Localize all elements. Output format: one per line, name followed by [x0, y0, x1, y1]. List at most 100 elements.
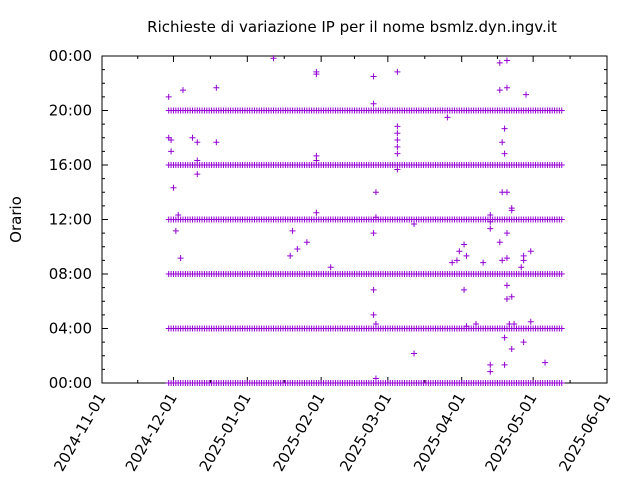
data-point — [175, 211, 182, 218]
x-ticks: 2024-11-01 2024-12-01 2025-01-01 2025-02-01… — [50, 56, 614, 475]
y-tick-label: 08:00 — [49, 265, 92, 283]
data-point — [394, 137, 401, 144]
y-tick-label: 12:00 — [49, 211, 92, 229]
data-point — [461, 286, 468, 293]
data-point — [487, 225, 494, 232]
data-points — [165, 55, 565, 386]
data-point — [499, 139, 506, 146]
x-tick-label: 2025-06-01 — [555, 390, 614, 475]
data-point — [444, 114, 451, 121]
data-point — [501, 361, 508, 368]
data-point — [213, 84, 220, 91]
data-point — [508, 293, 515, 300]
data-point — [270, 55, 277, 62]
data-point — [411, 350, 418, 357]
data-point — [542, 359, 549, 366]
data-point — [487, 211, 494, 218]
data-point — [487, 368, 494, 375]
data-point — [194, 171, 201, 178]
data-point — [480, 259, 487, 266]
data-point — [503, 57, 510, 64]
data-point — [463, 323, 470, 330]
data-point — [496, 87, 503, 94]
data-point — [394, 68, 401, 75]
y-ticks: 00:00 04:00 08:00 12:00 16:00 20:00 00:00 — [49, 47, 607, 392]
data-point — [372, 375, 379, 382]
data-point — [449, 259, 456, 266]
data-point — [501, 334, 508, 341]
data-point — [527, 248, 534, 255]
data-point — [287, 252, 294, 259]
data-point — [394, 166, 401, 173]
data-point — [558, 325, 565, 332]
data-point — [289, 227, 296, 234]
data-point — [370, 100, 377, 107]
data-point — [453, 257, 460, 264]
chart-title: Richieste di variazione IP per il nome b… — [147, 18, 557, 36]
data-point — [411, 221, 418, 228]
data-point — [487, 361, 494, 368]
data-point — [503, 295, 510, 302]
data-point — [487, 218, 494, 225]
data-point — [179, 87, 186, 94]
data-point — [394, 143, 401, 150]
y-tick-label: 16:00 — [49, 156, 92, 174]
data-point — [370, 286, 377, 293]
data-point — [520, 339, 527, 346]
x-tick-label: 2025-03-01 — [336, 390, 395, 475]
data-point — [177, 255, 184, 262]
data-point — [518, 264, 525, 271]
data-point — [520, 252, 527, 259]
data-point — [496, 239, 503, 246]
data-point — [558, 162, 565, 168]
y-tick-label: 04:00 — [49, 320, 92, 338]
data-point — [558, 107, 565, 114]
data-point — [503, 282, 510, 289]
data-point — [472, 320, 479, 327]
data-point — [370, 230, 377, 237]
data-point — [496, 59, 503, 66]
data-point — [501, 150, 508, 157]
data-point — [508, 345, 515, 352]
data-point — [370, 73, 377, 80]
data-point — [372, 189, 379, 196]
data-point — [394, 130, 401, 137]
y-tick-label: 00:00 — [49, 374, 92, 392]
data-point — [189, 134, 196, 141]
data-point — [313, 157, 320, 164]
data-point — [172, 227, 179, 234]
x-tick-label: 2024-12-01 — [122, 390, 181, 475]
x-tick-label: 2025-02-01 — [269, 390, 328, 475]
data-point — [294, 246, 301, 253]
data-point — [511, 320, 518, 327]
x-tick-label: 2024-11-01 — [50, 390, 109, 475]
data-point — [394, 123, 401, 130]
data-point — [370, 311, 377, 318]
data-point — [523, 91, 530, 98]
data-point — [558, 216, 565, 223]
data-point — [558, 271, 565, 277]
data-point — [394, 150, 401, 157]
data-point — [168, 148, 175, 155]
data-point — [463, 252, 470, 259]
data-point — [558, 380, 565, 386]
y-axis-label: Orario — [7, 196, 25, 243]
data-point — [168, 137, 175, 144]
data-point — [327, 264, 334, 271]
data-point — [313, 209, 320, 216]
data-point — [194, 139, 201, 146]
data-point — [372, 214, 379, 221]
data-point — [503, 84, 510, 91]
data-point — [303, 239, 310, 246]
data-point — [503, 189, 510, 196]
data-point — [461, 241, 468, 248]
data-point — [165, 93, 172, 100]
data-point — [456, 248, 463, 255]
x-tick-label: 2025-01-01 — [196, 390, 255, 475]
data-point — [508, 207, 515, 214]
data-point — [527, 318, 534, 325]
data-point — [499, 257, 506, 264]
y-tick-label: 00:00 — [49, 47, 92, 65]
data-point — [503, 230, 510, 237]
